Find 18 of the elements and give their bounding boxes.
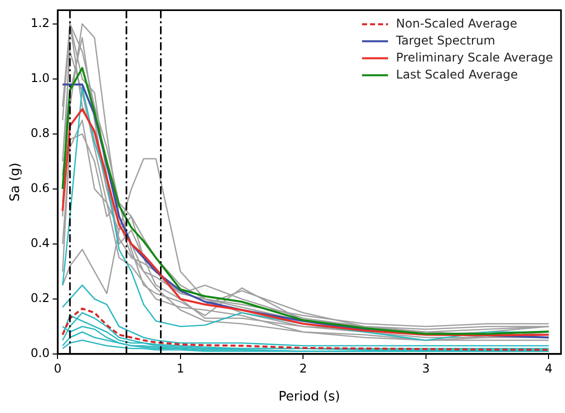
- y-tick-label: 0.0: [30, 346, 50, 360]
- x-tick-label: 2: [299, 361, 308, 376]
- y-tick-label: 0.2: [30, 291, 50, 306]
- y-tick-label: 0.6: [30, 181, 50, 196]
- y-tick-label: 0.8: [30, 126, 50, 140]
- y-tick-label: 1.0: [30, 71, 50, 86]
- legend-label: Last Scaled Average: [396, 67, 518, 82]
- x-tick-label: 0: [54, 361, 62, 376]
- y-axis-title: Sa (g): [8, 162, 24, 202]
- x-axis-title: Period (s): [278, 390, 340, 405]
- x-tick-label: 4: [544, 361, 553, 376]
- y-tick-label: 0.4: [30, 236, 50, 250]
- x-tick-label: 1: [176, 361, 184, 376]
- legend-label: Target Spectrum: [395, 33, 496, 48]
- x-tick-label: 3: [422, 361, 430, 376]
- legend-label: Preliminary Scale Average: [396, 50, 554, 64]
- y-tick-label: 1.2: [30, 16, 50, 30]
- legend-label: Non-Scaled Average: [396, 16, 518, 30]
